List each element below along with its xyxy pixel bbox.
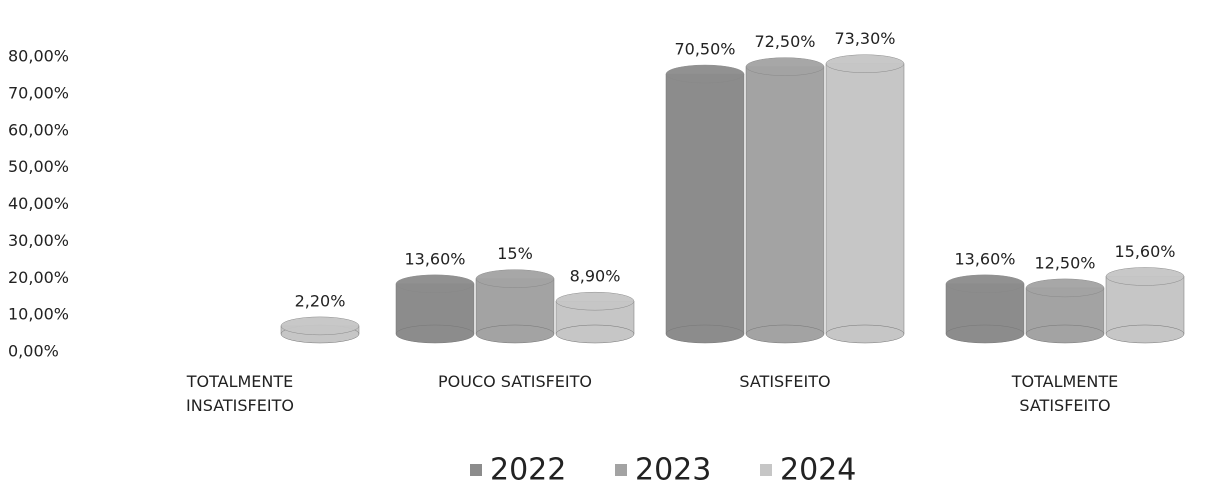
bar-top (475, 269, 555, 288)
bar (555, 291, 635, 344)
legend-swatch (760, 464, 772, 476)
y-tick-label: 80,00% (8, 47, 69, 66)
bar (1105, 267, 1185, 344)
value-label: 8,90% (570, 267, 621, 286)
value-label: 12,50% (1034, 253, 1095, 272)
legend-label: 2022 (490, 453, 566, 486)
bar-top (1105, 267, 1185, 286)
x-tick-label: POUCO SATISFEITO (437, 372, 592, 391)
bar-top (280, 316, 360, 336)
legend-label: 2024 (780, 453, 856, 486)
bar (1025, 278, 1105, 344)
value-label: 2,20% (295, 291, 346, 310)
value-label: 73,30% (834, 29, 895, 48)
bar-base (1105, 324, 1185, 344)
bar (745, 57, 825, 344)
y-tick-label: 30,00% (8, 231, 69, 250)
bar (280, 316, 360, 344)
y-tick-label: 50,00% (8, 157, 69, 176)
value-label: 13,60% (954, 249, 1015, 268)
bar-base (395, 324, 475, 344)
value-label: 72,50% (754, 32, 815, 51)
y-tick-label: 10,00% (8, 305, 69, 324)
bar (395, 274, 475, 344)
value-label: 15% (497, 244, 533, 263)
legend-label: 2023 (635, 453, 711, 486)
bar (475, 269, 555, 344)
bar-top (825, 54, 905, 73)
legend-swatch (470, 464, 482, 476)
bar-base (1025, 324, 1105, 344)
bar-top (1025, 278, 1105, 298)
bar-body (825, 63, 905, 335)
value-label: 15,60% (1114, 242, 1175, 261)
bar-base (825, 324, 905, 344)
bar-body (745, 66, 825, 335)
x-tick-label: SATISFEITO (739, 372, 831, 391)
bar-base (665, 324, 745, 344)
y-tick-label: 0,00% (8, 342, 59, 361)
x-tick-label: TOTALMENTE SATISFEITO (1011, 372, 1119, 415)
y-tick-label: 70,00% (8, 83, 69, 102)
bar (945, 274, 1025, 344)
bar-top (555, 291, 635, 311)
legend-swatch (615, 464, 627, 476)
bar-body (1105, 276, 1185, 335)
value-label: 13,60% (404, 249, 465, 268)
bar-base (745, 324, 825, 344)
bar-base (945, 324, 1025, 344)
bar-top (745, 57, 825, 76)
bar-body (665, 73, 745, 335)
y-tick-label: 60,00% (8, 120, 69, 139)
bar (825, 54, 905, 344)
bar-top (945, 274, 1025, 294)
y-tick-label: 20,00% (8, 268, 69, 287)
x-tick-label: TOTALMENTE INSATISFEITO (186, 372, 294, 415)
bar-top (395, 274, 475, 294)
bar (665, 64, 745, 344)
bar-base (475, 324, 555, 344)
y-tick-label: 40,00% (8, 194, 69, 213)
bar-base (555, 324, 635, 344)
bar-top (665, 64, 745, 84)
value-label: 70,50% (674, 40, 735, 59)
